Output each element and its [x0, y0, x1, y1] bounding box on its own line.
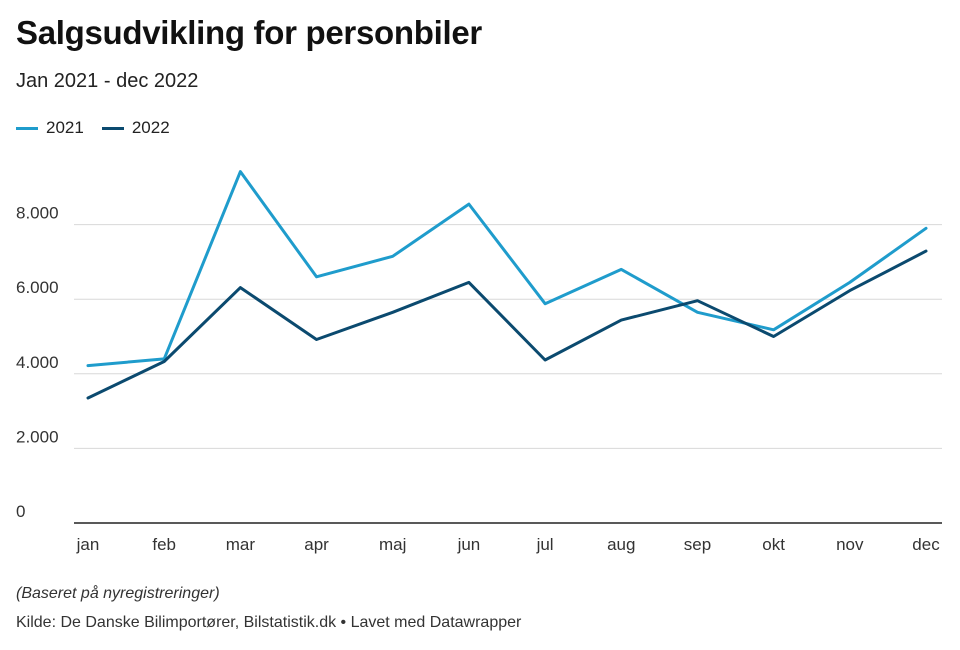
y-tick-label-8000: 8.000 [16, 204, 59, 223]
chart-title: Salgsudvikling for personbiler [16, 14, 482, 51]
x-tick-label-feb: feb [152, 535, 176, 554]
legend-label-2021: 2021 [46, 118, 84, 137]
x-tick-label-sep: sep [684, 535, 711, 554]
x-tick-label-mar: mar [226, 535, 256, 554]
x-tick-label-nov: nov [836, 535, 864, 554]
x-tick-label-dec: dec [912, 535, 940, 554]
source-line: Kilde: De Danske Bilimportører, Bilstati… [16, 614, 522, 631]
series-line-2022 [86, 249, 928, 400]
legend-swatch-2021 [16, 126, 38, 130]
x-tick-label-apr: apr [304, 535, 329, 554]
legend-swatch-2022 [101, 126, 124, 130]
y-tick-label-2000: 2.000 [16, 427, 59, 446]
legend: 2021 2022 [16, 118, 188, 138]
x-tick-label-jul: jul [536, 535, 554, 554]
y-tick-label-0: 0 [16, 502, 25, 521]
x-tick-label-aug: aug [607, 535, 635, 554]
y-tick-label-4000: 4.000 [16, 353, 59, 372]
line-chart: 0 2.000 4.000 6.000 8.000 jan feb mar apr maj jun j… [16, 170, 942, 554]
x-tick-label-maj: maj [379, 535, 406, 554]
legend-item-2021: 2021 [16, 118, 84, 138]
series-line-2021 [86, 170, 928, 368]
legend-label-2022: 2022 [131, 118, 170, 137]
chart-subtitle: Jan 2021 - dec 2022 [16, 70, 199, 92]
footnote: (Baseret på nyregistreringer) [16, 585, 220, 602]
x-tick-label-jan: jan [76, 535, 100, 554]
x-tick-label-okt: okt [762, 535, 785, 554]
y-tick-label-6000: 6.000 [16, 278, 59, 297]
x-tick-label-jun: jun [457, 535, 481, 554]
legend-item-2022: 2022 [101, 118, 170, 138]
